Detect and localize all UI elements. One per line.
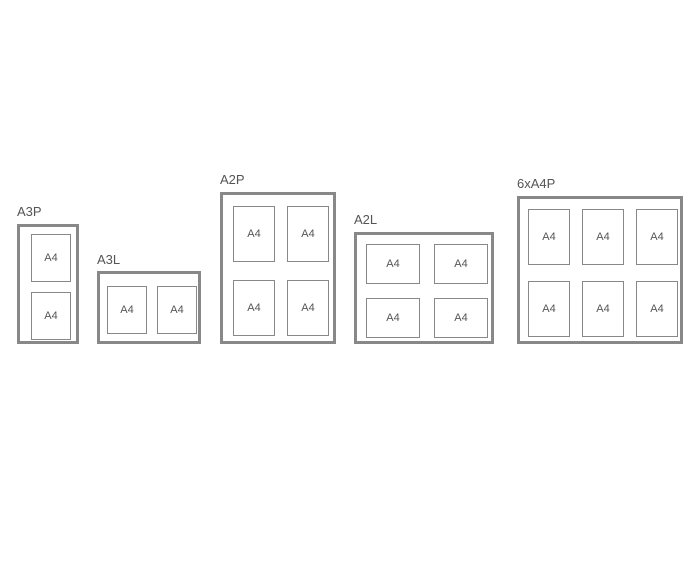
a2l-title: A2L	[354, 212, 377, 227]
a3l-slot: A4	[157, 286, 197, 334]
a2l-frame: A4 A4 A4 A4	[354, 232, 494, 344]
a3p-title: A3P	[17, 204, 42, 219]
a2l-slot: A4	[434, 298, 488, 338]
a3p-slot: A4	[31, 234, 71, 282]
a2p-slot: A4	[287, 206, 329, 262]
sixa4p-slot: A4	[636, 209, 678, 265]
sixa4p-slot: A4	[582, 281, 624, 337]
a3l-title: A3L	[97, 252, 120, 267]
a3l-slot: A4	[107, 286, 147, 334]
sixa4p-slot: A4	[528, 281, 570, 337]
a2l-slot: A4	[366, 244, 420, 284]
sixa4p-slot: A4	[528, 209, 570, 265]
diagram-stage: A3PA4A4A3LA4A4A2PA4A4A4A4A2LA4A4A4A46xA4…	[0, 0, 700, 583]
a2p-slot: A4	[233, 280, 275, 336]
a3p-slot: A4	[31, 292, 71, 340]
a2l-slot: A4	[434, 244, 488, 284]
sixa4p-slot: A4	[636, 281, 678, 337]
a2l-slot: A4	[366, 298, 420, 338]
a2p-frame: A4A4A4A4	[220, 192, 336, 344]
a2p-title: A2P	[220, 172, 245, 187]
sixa4p-slot: A4	[582, 209, 624, 265]
a3l-frame: A4A4	[97, 271, 201, 344]
sixa4p-title: 6xA4P	[517, 176, 555, 191]
a2p-slot: A4	[233, 206, 275, 262]
sixa4p-frame: A4A4A4A4A4A4	[517, 196, 683, 344]
a2p-slot: A4	[287, 280, 329, 336]
a3p-frame: A4A4	[17, 224, 79, 344]
